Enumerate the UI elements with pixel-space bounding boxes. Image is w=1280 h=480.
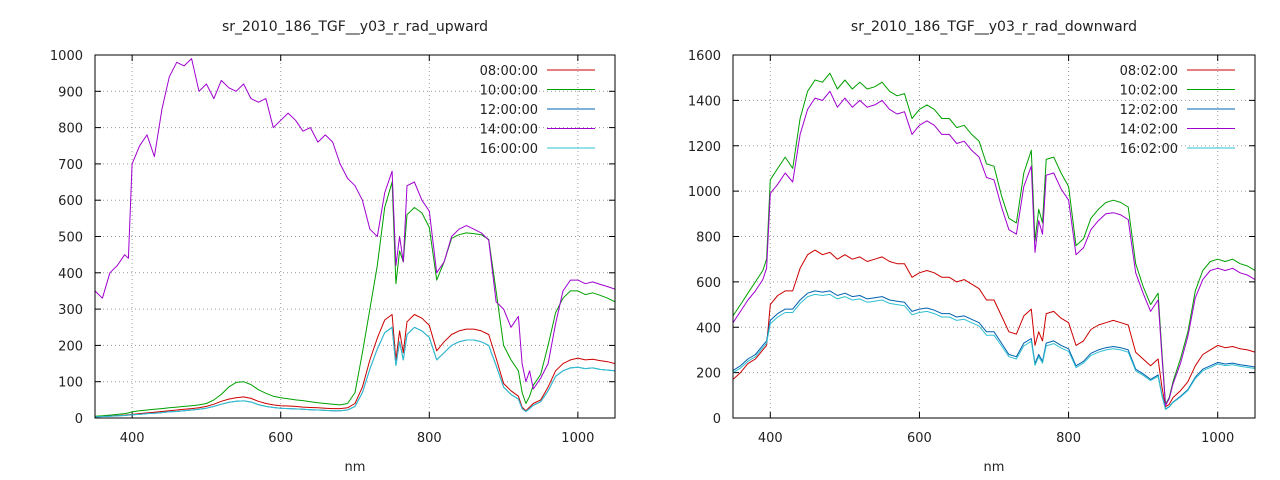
y-tick-label: 200	[58, 339, 83, 354]
x-axis-label: nm	[345, 460, 366, 475]
x-tick-label: 600	[907, 431, 932, 446]
legend-label: 14:02:00	[1120, 123, 1178, 138]
series-group	[733, 72, 1255, 410]
series-line-080000	[95, 314, 615, 417]
y-tick-label: 1200	[688, 140, 721, 155]
legend-label: 14:00:00	[480, 123, 538, 138]
series-line-080200	[733, 249, 1255, 408]
series-line-160200	[733, 293, 1255, 410]
y-tick-label: 700	[58, 158, 83, 173]
legend-label: 08:00:00	[480, 64, 538, 79]
x-tick-label: 400	[120, 431, 145, 446]
chart-title: sr_2010_186_TGF__y03_r_rad_downward	[851, 19, 1137, 35]
x-tick-label: 800	[417, 431, 442, 446]
series-group	[95, 58, 615, 418]
y-tick-label: 400	[58, 267, 83, 282]
y-tick-label: 500	[58, 231, 83, 246]
series-line-100200	[733, 72, 1255, 405]
x-tick-label: 600	[268, 431, 293, 446]
y-tick-label: 0	[713, 412, 721, 427]
y-tick-label: 1000	[50, 49, 83, 64]
y-tick-label: 300	[58, 303, 83, 318]
x-axis-label: nm	[984, 460, 1005, 475]
y-tick-label: 0	[75, 412, 83, 427]
x-tick-label: 1000	[561, 431, 594, 446]
y-tick-label: 600	[696, 276, 721, 291]
y-tick-label: 900	[58, 85, 83, 100]
series-line-120200	[733, 290, 1255, 410]
series-line-100000	[95, 181, 615, 417]
legend-label: 12:02:00	[1120, 103, 1178, 118]
y-tick-label: 800	[696, 231, 721, 246]
legend-label: 10:02:00	[1120, 84, 1178, 99]
legend-label: 16:00:00	[480, 142, 538, 157]
legend-label: 10:00:00	[480, 84, 538, 99]
chart-upward: sr_2010_186_TGF__y03_r_rad_upward 0 100 200…	[50, 19, 616, 475]
y-tick-label: 1600	[688, 49, 721, 64]
x-tick-label: 400	[758, 431, 783, 446]
y-tick-label: 600	[58, 194, 83, 209]
legend-label: 12:00:00	[480, 103, 538, 118]
legend-label: 16:02:00	[1120, 142, 1178, 157]
legend-label: 08:02:00	[1120, 64, 1178, 79]
series-line-140000	[95, 58, 615, 390]
y-tick-label: 1000	[688, 185, 721, 200]
y-tick-label: 1400	[688, 94, 721, 109]
plot-frame	[732, 54, 1256, 419]
y-tick-label: 200	[696, 367, 721, 382]
y-tick-label: 400	[696, 321, 721, 336]
plot-frame	[94, 54, 616, 419]
chart-downward: sr_2010_186_TGF__y03_r_rad_downward 0 200 4…	[688, 19, 1256, 475]
y-tick-label: 100	[58, 376, 83, 391]
series-line-140200	[733, 90, 1255, 406]
series-line-160000	[95, 326, 615, 418]
chart-title: sr_2010_186_TGF__y03_r_rad_upward	[222, 19, 488, 35]
x-tick-label: 1000	[1201, 431, 1234, 446]
x-tick-label: 800	[1056, 431, 1081, 446]
y-tick-label: 800	[58, 122, 83, 137]
